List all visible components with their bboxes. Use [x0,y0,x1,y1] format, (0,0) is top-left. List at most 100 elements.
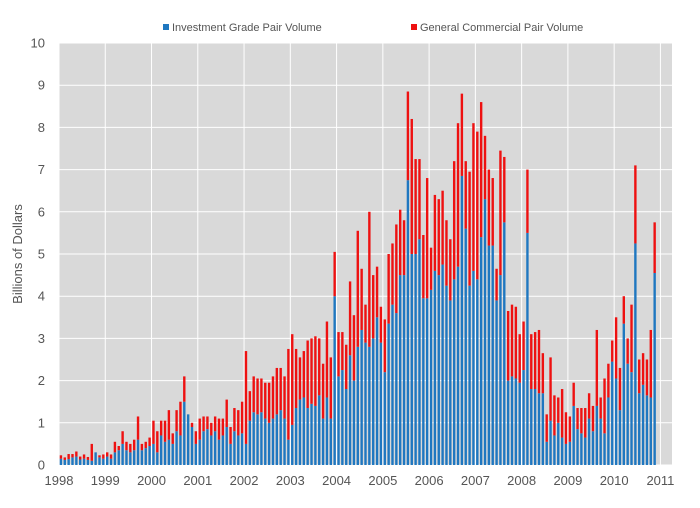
bar-general-commercial [537,329,541,394]
bar-investment-grade [333,296,336,465]
bar-general-commercial [348,281,352,356]
bar-investment-grade [318,395,321,465]
bar-general-commercial [210,422,213,436]
bar-investment-grade [79,459,82,465]
bar-general-commercial [341,332,344,371]
bar-investment-grade [341,370,344,465]
bar-general-commercial [375,266,379,318]
bar-general-commercial [591,405,595,432]
legend-label-general-commercial: General Commercial Pair Volume [420,22,583,34]
bar-investment-grade [402,275,406,465]
bar-investment-grade [156,452,159,465]
bar-investment-grade [379,342,383,465]
x-tick-label: 2008 [507,473,536,488]
bar-investment-grade [186,414,190,465]
bar-investment-grade [63,459,66,465]
bar-general-commercial [495,268,498,301]
legend-label-investment-grade: Investment Grade Pair Volume [172,22,322,34]
bar-general-commercial [233,408,236,432]
bar-investment-grade [530,389,533,465]
legend-swatch-investment-grade [163,24,169,30]
bar-investment-grade [310,403,313,465]
x-tick-label: 2004 [322,473,351,488]
bar-general-commercial [479,102,483,238]
bar-general-commercial [202,416,205,432]
bar-investment-grade [653,272,656,465]
bar-general-commercial [264,382,267,419]
legend-swatch-general-commercial [411,24,417,30]
bar-investment-grade [59,458,63,465]
bar-investment-grade [321,418,325,465]
bar-general-commercial [198,418,201,440]
bar-investment-grade [291,424,294,465]
bar-general-commercial [271,376,275,419]
bar-investment-grade [626,363,629,465]
bar-investment-grade [213,431,217,465]
bar-general-commercial [545,414,548,442]
bar-general-commercial [387,254,390,324]
bar-general-commercial [221,418,225,436]
bar-investment-grade [144,448,147,465]
bar-investment-grade [113,452,117,465]
bar-general-commercial [82,454,86,459]
bar-general-commercial [279,367,282,411]
bar-general-commercial [638,359,641,394]
bar-general-commercial [472,123,475,271]
bar-investment-grade [356,346,359,465]
x-tick-label: 2002 [230,473,259,488]
bar-investment-grade [190,427,194,465]
bar-investment-grade [549,420,552,465]
bar-investment-grade [368,346,371,465]
bar-investment-grade [129,452,132,465]
bar-general-commercial [614,317,618,379]
y-tick-label: 2 [38,373,45,388]
bar-investment-grade [202,431,205,465]
bar-general-commercial [572,382,575,406]
bar-investment-grade [387,323,390,465]
bar-general-commercial [603,378,606,434]
bar-investment-grade [587,418,591,465]
bar-general-commercial [645,359,649,396]
bar-investment-grade [553,435,556,465]
bar-general-commercial [476,131,479,280]
bar-general-commercial [402,220,406,276]
bar-investment-grade [179,435,182,465]
x-tick-label: 2011 [646,473,674,488]
bar-general-commercial [526,169,529,233]
x-tick-labels: 1998 1999 2000 2001 2002 2003 2004 2005 2006 2007… [45,473,675,488]
bar-investment-grade [460,175,464,465]
bar-investment-grade [641,384,645,465]
bar-general-commercial [464,161,467,229]
bar-investment-grade [260,412,263,465]
bar-general-commercial [518,334,521,383]
bar-investment-grade [603,433,606,465]
bar-investment-grade [287,439,290,465]
y-tick-label: 7 [38,162,45,177]
bar-general-commercial [425,178,429,299]
bar-general-commercial [445,220,448,286]
bar-investment-grade [298,399,302,465]
bar-investment-grade [271,418,275,465]
legend-item-general-commercial: General Commercial Pair Volume [411,22,583,34]
bar-investment-grade [98,457,101,465]
bar-general-commercial [568,416,572,442]
bar-investment-grade [86,459,90,465]
y-tick-label: 8 [38,120,45,135]
x-tick-label: 2003 [276,473,305,488]
bar-general-commercial [163,420,167,442]
bar-investment-grade [94,452,97,465]
bar-investment-grade [638,393,641,465]
bar-general-commercial [59,455,63,459]
bar-general-commercial [364,304,367,343]
bar-investment-grade [510,376,514,465]
bar-general-commercial [90,443,93,461]
bar-investment-grade [352,380,356,465]
bar-general-commercial [121,431,124,444]
bar-general-commercial [587,393,591,419]
bar-investment-grade [267,422,271,465]
bar-investment-grade [294,408,298,465]
y-tick-label: 9 [38,78,45,93]
bar-general-commercial [106,452,109,457]
bar-general-commercial [607,363,610,398]
bar-investment-grade [526,232,529,465]
